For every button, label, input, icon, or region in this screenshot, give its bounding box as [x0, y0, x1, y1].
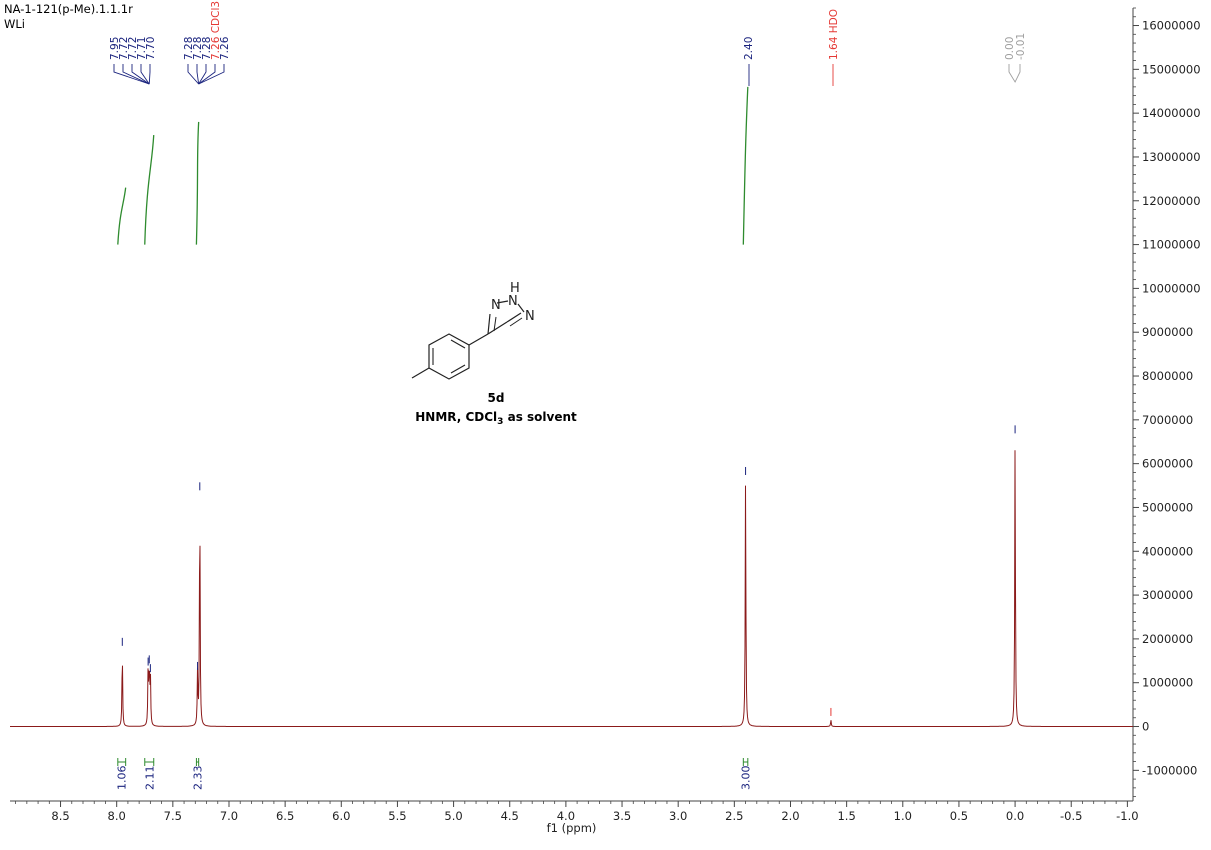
x-tick-label: 4.0 — [557, 809, 575, 823]
x-tick-label: 4.5 — [501, 809, 519, 823]
peak-label: 7.28 — [192, 37, 204, 60]
y-tick-label: 1000000 — [1142, 676, 1193, 690]
x-tick-label: 7.0 — [220, 809, 238, 823]
peak-label: 7.95 — [109, 37, 121, 60]
label-connector — [187, 64, 200, 85]
x-tick-label: 6.0 — [332, 809, 350, 823]
ring-double-bond — [450, 339, 466, 349]
y-tick-label: 7000000 — [1142, 413, 1193, 427]
ref-label: 0.00 — [1004, 37, 1016, 60]
triazole-double-bond — [509, 317, 523, 327]
x-tick-label: 0.5 — [950, 809, 968, 823]
y-tick-label: 0 — [1142, 720, 1149, 734]
aryl-bond — [468, 333, 489, 346]
y-tick-label: 2000000 — [1142, 632, 1193, 646]
x-tick-label: 1.0 — [894, 809, 912, 823]
experiment-name: NA-1-121(p-Me).1.1.1r — [4, 2, 133, 16]
atom-n3: N — [525, 309, 535, 324]
y-tick-label: 8000000 — [1142, 369, 1193, 383]
integral-label: 2.11 — [143, 766, 156, 791]
integral-curve — [195, 121, 200, 245]
label-connector — [113, 64, 150, 85]
benzene-ring — [428, 333, 470, 380]
y-tick-label: 12000000 — [1142, 194, 1201, 208]
spectrum-line — [10, 450, 1133, 727]
integral-curve — [117, 187, 127, 245]
triazole-bond — [517, 303, 525, 313]
caption-tail: as solvent — [503, 410, 577, 424]
label-connector — [131, 64, 150, 85]
x-tick-label: 8.0 — [108, 809, 126, 823]
compound-label: 5d — [488, 391, 505, 405]
atom-n1: N — [491, 298, 501, 313]
y-tick-label: 16000000 — [1142, 19, 1201, 33]
integral-curve — [742, 86, 749, 245]
triazole-bond — [506, 312, 522, 323]
x-tick-label: 5.5 — [388, 809, 406, 823]
peak-label: 7.71 — [136, 37, 148, 60]
y-tick-label: 11000000 — [1142, 238, 1201, 252]
ring-double-bond — [450, 364, 466, 374]
solvent-label-hdo: 1.64 HDO — [828, 9, 840, 60]
atom-n2: N — [508, 294, 518, 309]
peak-label: 7.72 — [118, 37, 130, 60]
triazole-bond — [496, 300, 509, 304]
integral-label: 3.00 — [740, 766, 753, 791]
y-tick-label: 15000000 — [1142, 62, 1201, 76]
label-connector — [198, 64, 216, 85]
label-connector — [196, 64, 200, 85]
integral-label: 1.06 — [116, 766, 129, 791]
y-tick-label: 3000000 — [1142, 588, 1193, 602]
peak-label: 7.72 — [127, 37, 139, 60]
y-tick-label: 13000000 — [1142, 150, 1201, 164]
x-tick-label: 2.0 — [781, 809, 799, 823]
y-tick-label: 9000000 — [1142, 325, 1193, 339]
label-connector — [122, 64, 150, 85]
y-tick-label: -1000000 — [1142, 763, 1197, 777]
x-tick-label: 2.5 — [725, 809, 743, 823]
ref-label: -0.01 — [1015, 33, 1027, 60]
integral-curve — [144, 135, 155, 245]
caption-main: HNMR, CDCl — [415, 410, 497, 424]
peak-label: 7.70 — [145, 37, 157, 60]
integral-label: 2.33 — [192, 766, 205, 791]
label-connector — [140, 64, 150, 85]
triazole-bond — [487, 321, 508, 335]
x-tick-label: 0.0 — [1006, 809, 1024, 823]
peak-label: 7.28 — [201, 37, 213, 60]
y-tick-label: 14000000 — [1142, 106, 1201, 120]
x-tick-label: -1.0 — [1116, 809, 1138, 823]
x-tick-label: 3.5 — [613, 809, 631, 823]
compound-caption: HNMR, CDCl3 as solvent — [415, 410, 577, 427]
label-connector — [148, 64, 151, 85]
peak-label-2.40: 2.40 — [743, 37, 755, 60]
x-tick-label: 6.5 — [276, 809, 294, 823]
operator-name: WLi — [4, 17, 25, 31]
triazole-double-bond — [493, 316, 497, 332]
methyl-bond — [411, 367, 430, 379]
x-tick-label: 7.5 — [164, 809, 182, 823]
y-tick-label: 6000000 — [1142, 457, 1193, 471]
label-connector — [198, 64, 207, 85]
y-tick-label: 10000000 — [1142, 281, 1201, 295]
y-tick-label: 4000000 — [1142, 544, 1193, 558]
x-axis-title: f1 (ppm) — [547, 821, 597, 835]
x-tick-label: 1.5 — [837, 809, 855, 823]
x-tick-label: 3.0 — [669, 809, 687, 823]
label-connector — [198, 64, 225, 85]
peak-label: 7.26 — [219, 36, 231, 60]
header: NA-1-121(p-Me).1.1.1r WLi — [4, 2, 133, 32]
x-tick-label: -0.5 — [1060, 809, 1082, 823]
solvent-label-cdcl3: 7.26 CDCl3 — [210, 1, 222, 60]
caption-sub: 3 — [497, 417, 503, 427]
peak-label: 7.28 — [183, 37, 195, 60]
x-tick-label: 8.5 — [51, 809, 69, 823]
y-tick-label: 5000000 — [1142, 500, 1193, 514]
atom-h: H — [510, 281, 520, 296]
x-tick-label: 5.0 — [444, 809, 462, 823]
label-connector — [1008, 64, 1021, 83]
triazole-bond — [487, 313, 491, 335]
